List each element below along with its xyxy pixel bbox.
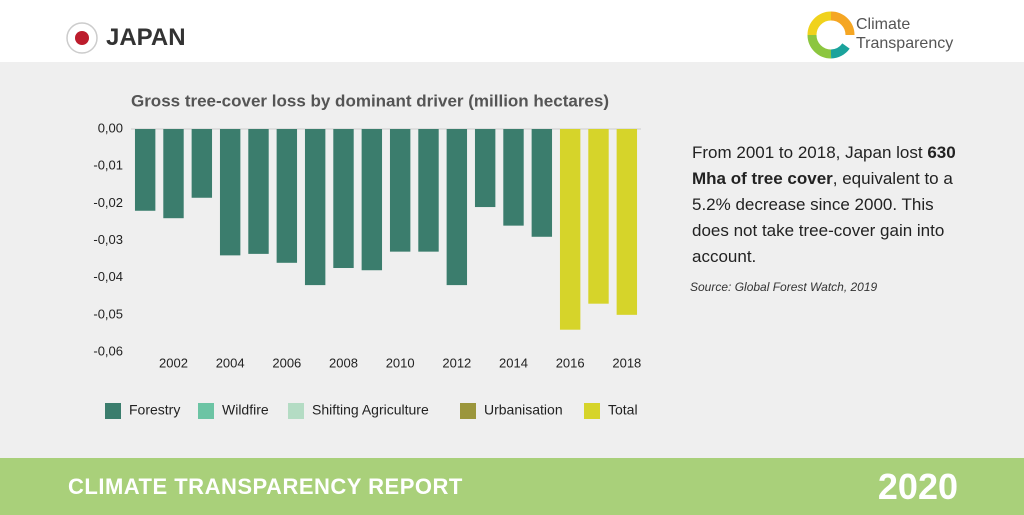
x-tick-label: 2018 xyxy=(612,355,641,370)
source: Source: Global Forest Watch, 2019 xyxy=(690,280,878,294)
bar xyxy=(503,129,524,226)
bar xyxy=(191,129,213,198)
footer: CLIMATE TRANSPARENCY REPORT 2020 xyxy=(0,458,1024,515)
legend-label: Wildfire xyxy=(222,402,269,418)
bar xyxy=(361,129,383,271)
logo-text: Transparency xyxy=(856,35,954,52)
logo-icon xyxy=(807,11,855,59)
background-band xyxy=(0,62,1024,458)
footer-year: 2020 xyxy=(877,466,958,507)
bar xyxy=(163,129,184,219)
y-tick-label: 0,00 xyxy=(98,120,123,135)
bar xyxy=(418,129,439,252)
legend-label: Shifting Agriculture xyxy=(312,402,429,418)
bar xyxy=(304,129,326,286)
legend-swatch xyxy=(105,403,121,419)
legend-label: Forestry xyxy=(129,402,180,418)
y-tick-label: -0,03 xyxy=(93,232,123,247)
legend-label: Urbanisation xyxy=(484,402,563,418)
bar xyxy=(588,129,609,304)
x-tick-label: 2006 xyxy=(272,355,301,370)
x-tick-label: 2004 xyxy=(216,355,245,370)
legend-swatch xyxy=(198,403,214,419)
text: From 2001 to 2018, Japan lost xyxy=(692,143,928,162)
bar xyxy=(474,129,496,208)
legend-label: Total xyxy=(608,402,638,418)
text: , equivalent to a 5.2% decrease since 20… xyxy=(692,169,953,266)
country: JAPAN xyxy=(106,24,186,51)
chart-title: Gross tree-cover loss by dominant driver… xyxy=(131,91,609,110)
legend-swatch xyxy=(288,403,304,419)
y-tick-label: -0,05 xyxy=(93,306,123,321)
bar xyxy=(446,129,468,286)
x-tick-label: 2002 xyxy=(159,355,188,370)
x-tick-label: 2008 xyxy=(329,355,358,370)
description: From 2001 to 2018, Japan lost 630 Mha of… xyxy=(692,140,962,270)
text-bold: 630 Mha of tree cover xyxy=(692,143,956,188)
legend-swatch xyxy=(460,403,476,419)
bar xyxy=(333,129,354,269)
x-tick-label: 2014 xyxy=(499,355,528,370)
bar xyxy=(531,129,553,237)
bar xyxy=(276,129,298,263)
y-tick-label: -0,01 xyxy=(93,158,123,173)
footer-title: CLIMATE TRANSPARENCY REPORT xyxy=(68,474,463,499)
flag xyxy=(66,22,98,54)
bar xyxy=(616,129,638,315)
y-tick-label: -0,04 xyxy=(93,269,123,284)
bar xyxy=(389,129,411,252)
legend-swatch xyxy=(584,403,600,419)
logo-text: Climate xyxy=(856,16,911,33)
bar xyxy=(134,129,156,211)
x-tick-label: 2016 xyxy=(556,355,585,370)
y-tick-label: -0,02 xyxy=(93,195,123,210)
y-tick-label: -0,06 xyxy=(93,343,123,358)
bar xyxy=(219,129,241,256)
x-tick-label: 2012 xyxy=(442,355,471,370)
bar xyxy=(559,129,581,330)
x-tick-label: 2010 xyxy=(386,355,415,370)
bar xyxy=(248,129,269,254)
